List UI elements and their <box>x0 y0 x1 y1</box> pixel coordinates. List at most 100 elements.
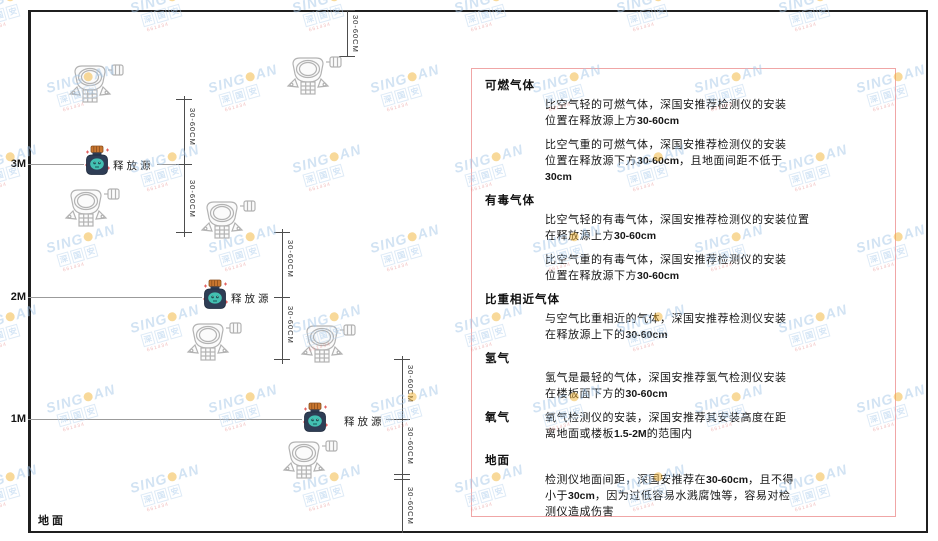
watermark-dot-icon <box>328 0 340 3</box>
paragraph: 氧气检测仪的安装，深国安推荐其安装高度在距 离地面或楼板1.5-2M的范围内 <box>545 410 885 442</box>
dimension-tick <box>274 232 290 233</box>
dimension-label: 30-60CM <box>406 487 415 525</box>
watermark-dot-icon <box>166 0 178 3</box>
section-heading: 有毒气体 <box>485 195 535 207</box>
paragraph-line: 位置在释放源下方30-60cm，且地面间距不低于 <box>545 155 783 167</box>
dimension-tick <box>339 10 355 11</box>
level-line-3m-connector <box>157 164 184 165</box>
section-paragraphs: 比空气轻的可燃气体，深国安推荐检测仪的安装 位置在释放源上方30-60cm 比空气重… <box>545 97 885 185</box>
dimension-label: 30-60CM <box>188 108 197 146</box>
paragraph-line: 测仪造成伤害 <box>545 506 614 518</box>
panel-section: 氢气氢气是最轻的气体，深国安推荐氢气检测仪安装 在楼板面下方的30-60cm <box>485 351 885 402</box>
dimension-tick <box>339 56 355 57</box>
section-paragraphs: 检测仪地面间距，深国安推荐在30-60cm，且不得 小于30cm，因为过低容易水溅… <box>545 472 885 520</box>
paragraph-line: 在释放源上方30-60cm <box>545 230 657 242</box>
dimension-tick <box>274 359 290 360</box>
section-heading: 氢气 <box>485 353 510 365</box>
dimension-label: 30-60CM <box>188 180 197 218</box>
level-line-1m <box>28 419 302 420</box>
watermark-dot-icon <box>4 471 16 483</box>
watermark-dot-icon <box>4 311 16 323</box>
dimension-tick <box>176 232 192 233</box>
height-label-3m: 3M <box>10 158 26 170</box>
paragraph-line: 在楼板面下方的30-60cm <box>545 388 668 400</box>
gas-detector-icon <box>200 198 256 242</box>
panel-section: 氧气 氧气检测仪的安装，深国安推荐其安装高度在距 离地面或楼板1.5-2M的范围内 <box>485 410 885 450</box>
installation-guide-panel: 可燃气体 比空气轻的可燃气体，深国安推荐检测仪的安装 位置在释放源上方30-60cm… <box>471 68 896 520</box>
section-heading: 可燃气体 <box>485 80 535 92</box>
room-outline <box>28 10 928 533</box>
dimension-label: 30-60CM <box>286 240 295 278</box>
section-heading: 比重相近气体 <box>485 294 560 306</box>
gas-detector-icon <box>286 54 342 98</box>
paragraph-line: 小于30cm，因为过低容易水溅腐蚀等，容易对检 <box>545 490 791 502</box>
watermark-dot-icon <box>814 0 826 3</box>
paragraph-line: 比空气重的可燃气体，深国安推荐检测仪的安装 <box>545 139 787 151</box>
gas-detector-icon <box>64 186 120 230</box>
panel-section: 地面检测仪地面间距，深国安推荐在30-60cm，且不得 小于30cm，因为过低容易… <box>485 453 885 520</box>
section-paragraphs: 氧气检测仪的安装，深国安推荐其安装高度在距 离地面或楼板1.5-2M的范围内 <box>545 410 885 450</box>
level-line-3m <box>28 164 84 165</box>
gas-detector-icon <box>186 320 242 364</box>
panel-section: 比重相近气体与空气比重相近的气体，深国安推荐检测仪安装 在释放源上下的30-60c… <box>485 292 885 343</box>
dimension-tick <box>274 297 290 298</box>
panel-section: 可燃气体 比空气轻的可燃气体，深国安推荐检测仪的安装 位置在释放源上方30-60cm… <box>485 78 885 185</box>
gas-detector-icon <box>282 438 338 482</box>
dimension-label: 30-60CM <box>286 306 295 344</box>
paragraph: 氢气是最轻的气体，深国安推荐氢气检测仪安装 在楼板面下方的30-60cm <box>545 370 885 402</box>
release-source-icon <box>202 279 228 313</box>
paragraph-line: 比空气轻的可燃气体，深国安推荐检测仪的安装 <box>545 99 787 111</box>
watermark-dot-icon <box>490 0 502 3</box>
paragraph: 比空气轻的可燃气体，深国安推荐检测仪的安装 位置在释放源上方30-60cm <box>545 97 885 129</box>
dimension-tick <box>394 419 410 420</box>
watermark-dot-icon <box>4 0 16 3</box>
paragraph: 比空气重的有毒气体，深国安推荐检测仪的安装 位置在释放源下方30-60cm <box>545 252 885 284</box>
paragraph-line: 比空气重的有毒气体，深国安推荐检测仪的安装 <box>545 254 787 266</box>
release-source-icon <box>84 145 110 179</box>
section-paragraphs: 氢气是最轻的气体，深国安推荐氢气检测仪安装 在楼板面下方的30-60cm <box>545 370 885 402</box>
release-source-label: 释放源 <box>344 417 385 428</box>
section-heading: 氧气 <box>485 412 510 424</box>
dimension-line-1m-ground <box>402 356 403 533</box>
paragraph-line: 氢气是最轻的气体，深国安推荐氢气检测仪安装 <box>545 372 787 384</box>
paragraph: 比空气轻的有毒气体，深国安推荐检测仪的安装位置 在释放源上方30-60cm <box>545 212 885 244</box>
paragraph-line: 比空气轻的有毒气体，深国安推荐检测仪的安装位置 <box>545 214 810 226</box>
section-paragraphs: 比空气轻的有毒气体，深国安推荐检测仪的安装位置 在释放源上方30-60cm 比空气重… <box>545 212 885 284</box>
gas-detector-icon <box>68 62 124 106</box>
dimension-label: 30-60CM <box>406 365 415 403</box>
height-label-2m: 2M <box>10 291 26 303</box>
paragraph: 与空气比重相近的气体，深国安推荐检测仪安装 在释放源上下的30-60cm <box>545 311 885 343</box>
panel-section: 有毒气体 比空气轻的有毒气体，深国安推荐检测仪的安装位置 在释放源上方30-60cm… <box>485 193 885 284</box>
release-source-label: 释放源 <box>231 294 272 305</box>
release-source-label: 释放源 <box>113 161 154 172</box>
height-label-1m: 1M <box>10 413 26 425</box>
dimension-tick <box>176 99 192 100</box>
ground-label: 地面 <box>38 515 66 527</box>
paragraph: 比空气重的可燃气体，深国安推荐检测仪的安装 位置在释放源下方30-60cm，且地面… <box>545 137 885 185</box>
paragraph-line: 位置在释放源下方30-60cm <box>545 270 680 282</box>
watermark-dot-icon <box>652 0 664 3</box>
paragraph-line: 与空气比重相近的气体，深国安推荐检测仪安装 <box>545 313 787 325</box>
paragraph-line: 位置在释放源上方30-60cm <box>545 115 680 127</box>
level-line-2m <box>28 297 202 298</box>
dimension-line-2m <box>282 229 283 364</box>
paragraph-line: 30cm <box>545 171 572 183</box>
section-paragraphs: 与空气比重相近的气体，深国安推荐检测仪安装 在释放源上下的30-60cm <box>545 311 885 343</box>
paragraph-line: 检测仪地面间距，深国安推荐在30-60cm，且不得 <box>545 474 795 486</box>
dimension-line-3m <box>184 96 185 237</box>
paragraph-line: 离地面或楼板1.5-2M的范围内 <box>545 428 693 440</box>
paragraph: 检测仪地面间距，深国安推荐在30-60cm，且不得 小于30cm，因为过低容易水溅… <box>545 472 885 520</box>
gas-detector-icon <box>300 322 356 366</box>
section-heading: 地面 <box>485 455 510 467</box>
dimension-break-tick <box>394 474 410 475</box>
dimension-break-tick <box>394 479 410 480</box>
dimension-tick <box>394 359 410 360</box>
release-source-icon <box>302 402 328 436</box>
paragraph-line: 在释放源上下的30-60cm <box>545 329 668 341</box>
dimension-line-ceiling <box>347 10 348 57</box>
dimension-label: 30-60CM <box>351 15 360 53</box>
dimension-label: 30-60CM <box>406 427 415 465</box>
dimension-tick <box>176 164 192 165</box>
paragraph-line: 氧气检测仪的安装，深国安推荐其安装高度在距 <box>545 412 787 424</box>
